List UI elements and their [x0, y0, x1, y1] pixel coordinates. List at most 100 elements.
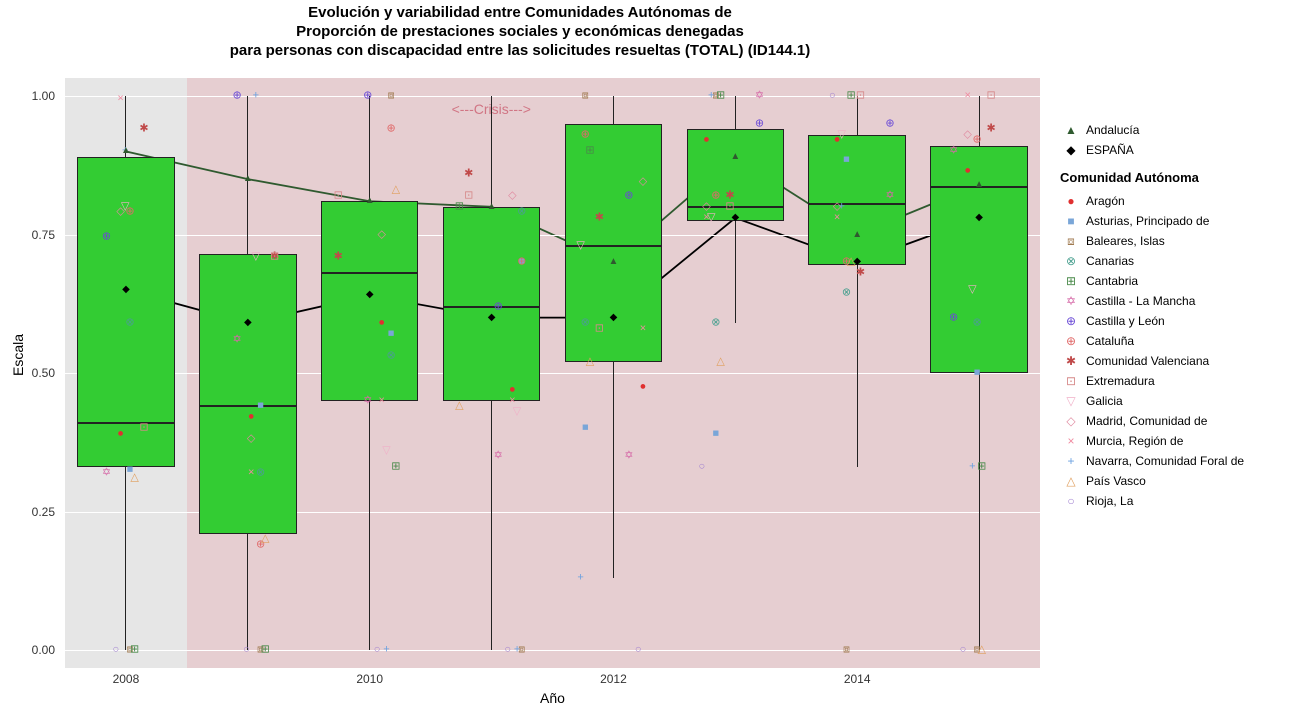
legend-espana: ◆ESPAÑA	[1060, 140, 1244, 160]
scatter-point: △	[455, 401, 463, 412]
scatter-point: ■	[843, 154, 850, 165]
scatter-point: ⊕	[885, 118, 894, 129]
scatter-point: ✡	[885, 190, 894, 201]
scatter-point: ×	[703, 212, 709, 223]
trend-marker: ▲	[974, 180, 984, 190]
trend-marker: ◆	[975, 213, 983, 223]
scatter-point: ●	[378, 318, 385, 329]
scatter-point: ✱	[856, 268, 865, 279]
legend-clm: ✡Castilla - La Mancha	[1060, 291, 1244, 311]
scatter-point: ●	[117, 428, 124, 439]
legend-cataluna: ⊕Cataluña	[1060, 331, 1244, 351]
scatter-point: ⊞	[455, 201, 464, 212]
scatter-point: ⊡	[725, 201, 734, 212]
scatter-point: ⊗	[517, 207, 526, 218]
scatter-point: ⊡	[464, 190, 473, 201]
scatter-point: ◇	[639, 176, 647, 187]
legend-cantabria: ⊞Cantabria	[1060, 271, 1244, 291]
scatter-point: ⊕	[494, 301, 503, 312]
scatter-point: +	[708, 91, 714, 102]
boxplot-box	[443, 207, 541, 401]
scatter-point: ○	[374, 645, 381, 656]
scatter-point: ×	[509, 395, 515, 406]
scatter-point: ×	[640, 323, 646, 334]
scatter-point: △	[716, 356, 724, 367]
scatter-point: ⊡	[987, 91, 996, 102]
scatter-point: ⊞	[716, 91, 725, 102]
scatter-point: ⊗	[711, 318, 720, 329]
scatter-point: △	[261, 534, 269, 545]
scatter-point: ■	[388, 329, 395, 340]
trend-marker: ▲	[121, 146, 131, 156]
scatter-point: ●	[248, 412, 255, 423]
y-axis-label: Escala	[8, 0, 28, 710]
scatter-point: ×	[834, 212, 840, 223]
trend-marker: ▲	[365, 196, 375, 206]
scatter-point: ○	[113, 645, 120, 656]
scatter-point: +	[253, 91, 259, 102]
scatter-point: ✡	[363, 395, 372, 406]
scatter-point: ×	[248, 467, 254, 478]
y-tick-label: 0.25	[0, 505, 55, 519]
scatter-point: ▽	[838, 129, 846, 140]
scatter-point: ⧈	[388, 91, 395, 102]
scatter-point: ×	[117, 93, 123, 104]
scatter-point: ⊕	[711, 190, 720, 201]
legend-murcia: ×Murcia, Región de	[1060, 431, 1244, 451]
trend-marker: ◆	[244, 318, 252, 328]
scatter-point: ●	[703, 135, 710, 146]
scatter-point: ⊡	[139, 423, 148, 434]
legend-paisvasco: △País Vasco	[1060, 471, 1244, 491]
legend-cyl: ⊕Castilla y León	[1060, 311, 1244, 331]
scatter-point: ⊕	[949, 312, 958, 323]
scatter-point: ○	[698, 462, 705, 473]
scatter-point: ⊞	[130, 645, 139, 656]
trend-marker: ◆	[731, 213, 739, 223]
scatter-point: △	[586, 356, 594, 367]
scatter-point: ✡	[232, 334, 241, 345]
scatter-point: △	[392, 185, 400, 196]
scatter-point: ▽	[382, 445, 390, 456]
scatter-point: ⊕	[517, 257, 526, 268]
legend: ▲Andalucía◆ESPAÑAComunidad Autónoma●Arag…	[1060, 120, 1244, 511]
trend-marker: ◆	[366, 290, 374, 300]
scatter-point: +	[383, 645, 389, 656]
scatter-point: ⧈	[843, 645, 850, 656]
scatter-point: ●	[640, 381, 647, 392]
scatter-point: +	[577, 572, 583, 583]
scatter-point: ◇	[963, 129, 971, 140]
scatter-point: ○	[829, 91, 836, 102]
scatter-point: ⊕	[232, 91, 241, 102]
legend-asturias: ■Asturias, Principado de	[1060, 211, 1244, 231]
scatter-point: ✡	[494, 451, 503, 462]
scatter-point: ■	[582, 423, 589, 434]
scatter-point: ⊞	[847, 91, 856, 102]
scatter-point: ×	[964, 91, 970, 102]
legend-navarra: +Navarra, Comunidad Foral de	[1060, 451, 1244, 471]
scatter-point: ✡	[102, 467, 111, 478]
scatter-point: △	[130, 473, 138, 484]
scatter-point: ⊕	[102, 232, 111, 243]
scatter-point: ⊗	[842, 287, 851, 298]
legend-extremadura: ⊡Extremadura	[1060, 371, 1244, 391]
y-tick-label: 0.75	[0, 228, 55, 242]
x-tick-label: 2010	[356, 672, 383, 686]
scatter-point: ⊞	[585, 146, 594, 157]
scatter-point: ✡	[949, 146, 958, 157]
scatter-point: ✱	[464, 168, 473, 179]
y-tick-label: 0.00	[0, 643, 55, 657]
legend-cvalenciana: ✱Comunidad Valenciana	[1060, 351, 1244, 371]
trend-marker: ◆	[488, 313, 496, 323]
scatter-point: ⊡	[270, 251, 279, 262]
scatter-point: ○	[960, 645, 967, 656]
y-tick-label: 1.00	[0, 89, 55, 103]
scatter-point: ⊗	[125, 318, 134, 329]
scatter-point: ◇	[378, 229, 386, 240]
legend-title-communities: Comunidad Autónoma	[1060, 170, 1244, 185]
scatter-point: ◇	[247, 434, 255, 445]
scatter-point: ■	[974, 368, 981, 379]
x-tick-label: 2014	[844, 672, 871, 686]
scatter-point: ▽	[513, 406, 521, 417]
legend-aragon: ●Aragón	[1060, 191, 1244, 211]
scatter-point: ⊕	[624, 190, 633, 201]
